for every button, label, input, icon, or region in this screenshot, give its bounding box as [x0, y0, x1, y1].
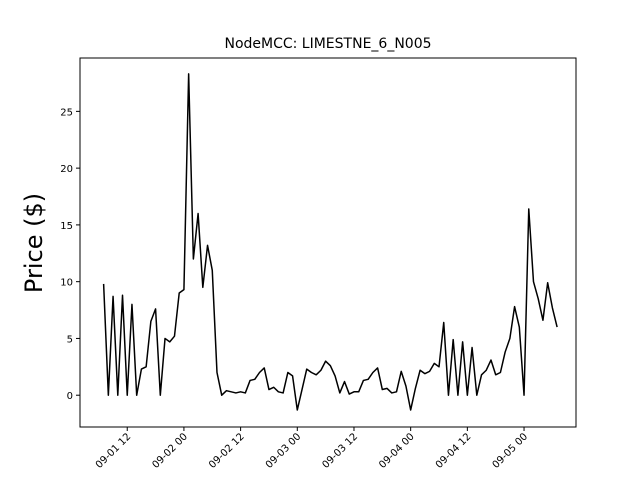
x-tick-label: 09-04 12 [434, 431, 474, 471]
x-tick-label: 09-01 12 [94, 431, 134, 471]
y-tick-label: 25 [60, 107, 73, 118]
x-tick-label: 09-02 00 [150, 431, 190, 471]
x-tick-label: 09-04 00 [377, 431, 417, 471]
x-tick-label: 09-03 12 [321, 431, 361, 471]
x-tick-label: 09-05 00 [491, 431, 531, 471]
y-tick-label: 15 [60, 221, 73, 232]
x-tick-label: 09-02 12 [207, 431, 247, 471]
plot-frame [79, 57, 577, 428]
chart-title: NodeMCC: LIMESTNE_6_N005 [224, 36, 431, 52]
x-tick-label: 09-03 00 [264, 431, 304, 471]
y-tick-label: 0 [67, 391, 73, 402]
y-tick-label: 5 [67, 334, 73, 345]
price-line [102, 73, 558, 411]
y-tick-label: 20 [60, 164, 73, 175]
y-tick-label: 10 [60, 278, 73, 289]
y-axis-label: Price ($) [20, 193, 48, 293]
